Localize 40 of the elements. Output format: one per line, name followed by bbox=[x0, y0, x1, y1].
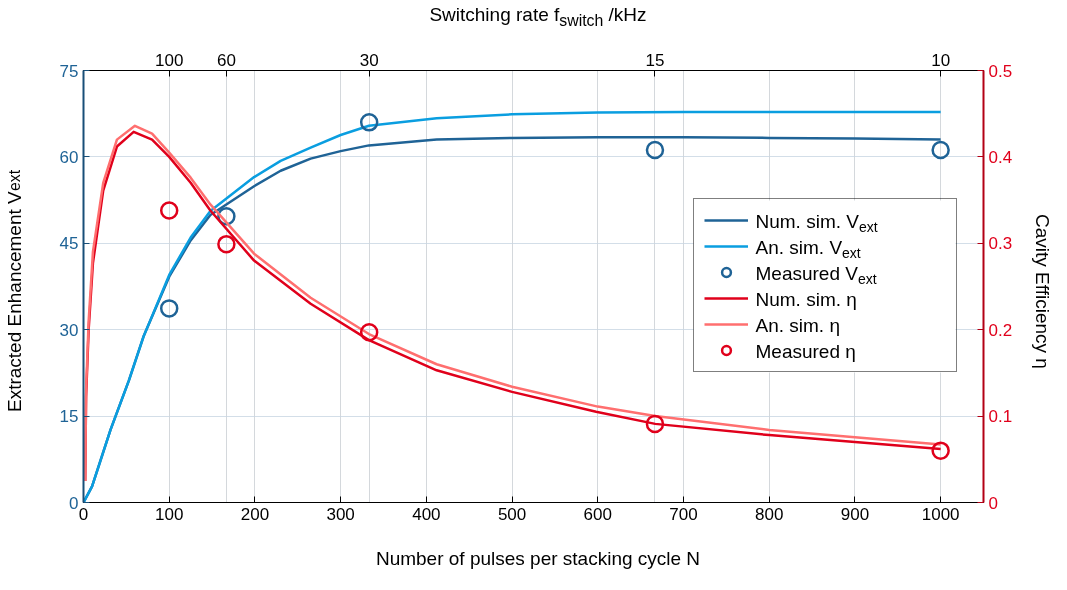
x-tick-label: 400 bbox=[412, 504, 441, 524]
x-tick-label: 500 bbox=[497, 504, 527, 524]
x2-axis-title: Switching rate f$_{switch}$ /kHz bbox=[428, 4, 648, 29]
point bbox=[645, 414, 665, 434]
x-tick-label: 700 bbox=[669, 504, 698, 524]
annotation: 10 bbox=[931, 50, 951, 70]
annotation: 60 bbox=[216, 50, 236, 70]
x-tick-label: 800 bbox=[755, 504, 784, 524]
y-tick-label: 75 bbox=[59, 61, 79, 81]
annotation: 100 bbox=[155, 50, 184, 70]
x-axis-title: Number of pulses per stacking cycle N bbox=[374, 548, 702, 569]
point bbox=[359, 323, 379, 342]
x-tick-label: 200 bbox=[240, 504, 270, 524]
y2-tick-label: 0.5 bbox=[988, 61, 1013, 81]
point bbox=[931, 140, 950, 160]
point bbox=[159, 201, 179, 220]
point bbox=[159, 299, 179, 318]
point bbox=[645, 140, 665, 160]
legend-label: An. sim. η bbox=[755, 315, 840, 336]
y-tick-label: 60 bbox=[59, 147, 79, 167]
point bbox=[217, 234, 236, 254]
point bbox=[931, 441, 950, 460]
x-tick-label: 300 bbox=[326, 504, 355, 524]
x-tick-label: 900 bbox=[840, 504, 870, 524]
legend-label: Num. sim. η bbox=[755, 289, 857, 310]
y2-tick-label: 0.3 bbox=[988, 234, 1013, 254]
y-tick-label: 15 bbox=[59, 407, 79, 427]
point bbox=[359, 113, 379, 132]
y-tick-label: 30 bbox=[59, 320, 79, 340]
y2-tick-label: 0.2 bbox=[988, 320, 1013, 340]
y2-axis-title: Cavity Efficiency η bbox=[1032, 212, 1053, 371]
y2-tick-label: 0.1 bbox=[988, 407, 1013, 427]
legend-label: Measured η bbox=[755, 341, 856, 362]
x-tick-label: 600 bbox=[583, 504, 612, 524]
y-tick-label: 45 bbox=[59, 234, 79, 254]
x-tick-label: 1000 bbox=[921, 504, 960, 524]
annotation: 15 bbox=[645, 50, 665, 70]
annotation: 30 bbox=[359, 50, 379, 70]
y2-tick-label: 0.4 bbox=[988, 147, 1013, 167]
x-tick-label: 100 bbox=[155, 504, 184, 524]
